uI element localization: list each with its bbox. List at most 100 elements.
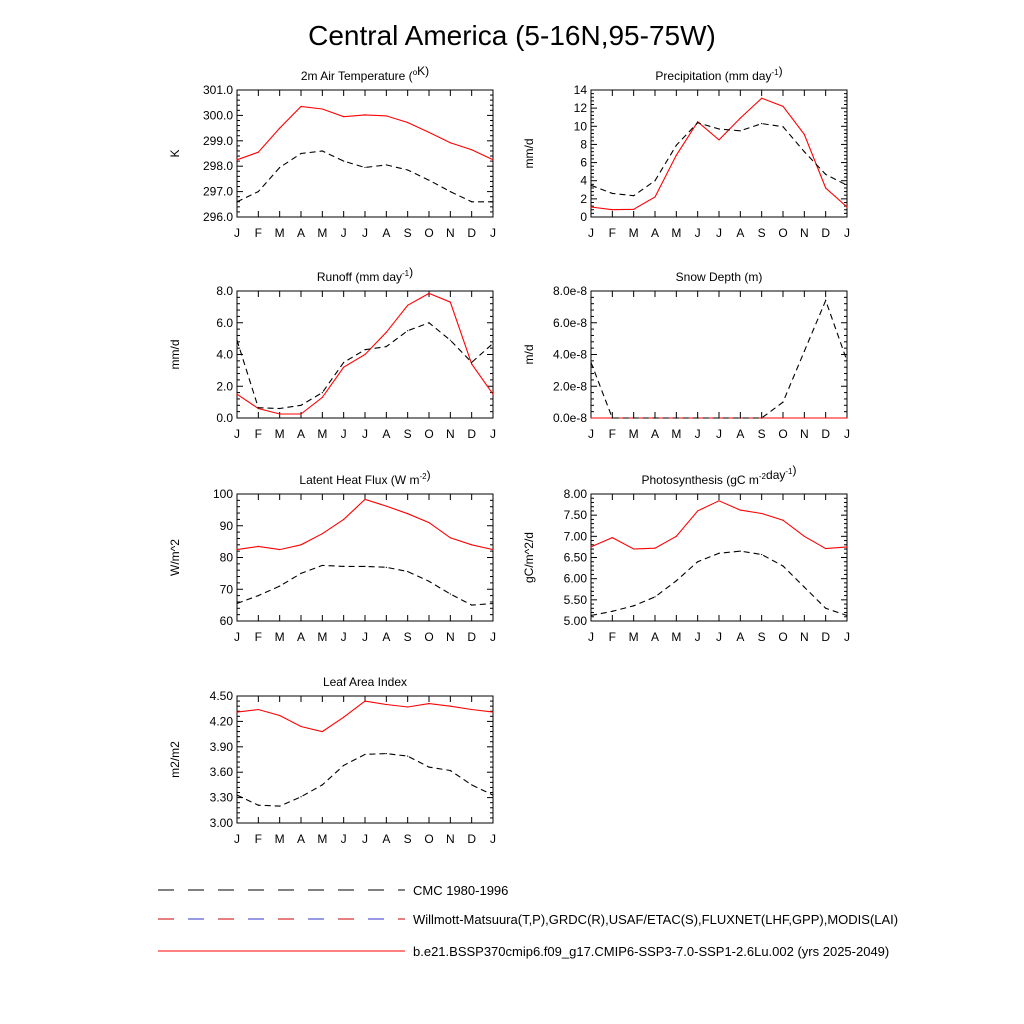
x-tick-label: S	[758, 630, 766, 644]
data-point	[385, 703, 387, 706]
data-point	[236, 711, 238, 713]
x-tick-label: A	[297, 832, 305, 846]
x-tick-label: D	[467, 427, 476, 441]
x-tick-label: F	[255, 832, 262, 846]
data-point	[428, 322, 430, 324]
y-tick-label: 90	[220, 519, 234, 533]
chart-title: Precipitation (mm day-1)	[655, 64, 782, 83]
y-tick-label: 8.0e-8	[553, 284, 587, 298]
x-tick-label: J	[695, 630, 701, 644]
data-point	[236, 159, 238, 161]
x-tick-label: F	[255, 630, 262, 644]
data-point	[739, 130, 741, 132]
data-point	[633, 208, 635, 210]
series-line-obs	[590, 298, 848, 419]
data-point	[343, 565, 345, 567]
data-point	[257, 804, 259, 806]
x-tick-label: J	[716, 427, 722, 441]
series-line-model	[590, 500, 848, 550]
title-superscript: -1	[785, 467, 793, 476]
x-tick-label: S	[404, 832, 412, 846]
data-point	[782, 417, 784, 419]
data-point	[321, 784, 323, 786]
data-point	[471, 363, 473, 365]
x-tick-label: N	[800, 226, 809, 240]
data-point	[471, 708, 473, 711]
x-tick-label: A	[736, 226, 744, 240]
y-tick-label: 3.60	[210, 765, 234, 779]
x-tick-label: J	[588, 630, 594, 644]
data-point	[611, 610, 613, 612]
x-tick-label: J	[695, 427, 701, 441]
data-point	[825, 417, 827, 419]
data-point	[236, 794, 238, 796]
data-point	[846, 546, 848, 548]
title-text: )	[779, 64, 783, 78]
y-tick-label: 299.0	[203, 134, 233, 148]
x-tick-label: O	[424, 427, 433, 441]
series-line-model	[236, 292, 494, 415]
y-tick-label: 12	[574, 101, 588, 115]
x-tick-label: J	[362, 832, 368, 846]
x-tick-label: A	[736, 630, 744, 644]
x-tick-label: M	[671, 630, 681, 644]
data-point	[321, 150, 323, 152]
data-point	[321, 392, 323, 394]
data-point	[321, 108, 323, 110]
chart-title: Photosynthesis (gC m-2day-1)	[642, 463, 797, 487]
y-tick-label: 296.0	[203, 210, 233, 224]
data-point	[257, 151, 259, 153]
x-tick-label: M	[671, 427, 681, 441]
x-tick-label: A	[382, 427, 390, 441]
x-tick-label: N	[446, 226, 455, 240]
data-point	[654, 596, 656, 598]
data-point	[321, 730, 323, 733]
y-axis-label: K	[168, 149, 182, 157]
x-tick-label: D	[821, 226, 830, 240]
data-point	[279, 714, 281, 717]
data-point	[236, 339, 238, 341]
data-point	[611, 192, 613, 195]
x-tick-label: J	[716, 226, 722, 240]
data-point	[492, 342, 494, 344]
data-point	[257, 191, 259, 193]
data-point	[846, 184, 848, 186]
x-tick-label: M	[275, 832, 285, 846]
y-tick-label: 70	[220, 582, 234, 596]
series-line-obs	[236, 150, 493, 203]
title-superscript: o	[413, 68, 418, 77]
x-tick-label: A	[382, 832, 390, 846]
y-tick-label: 298.0	[203, 159, 233, 173]
x-tick-label: J	[695, 226, 701, 240]
data-point	[633, 417, 635, 419]
x-tick-label: A	[651, 630, 659, 644]
data-point	[343, 366, 345, 368]
data-point	[492, 602, 494, 605]
x-tick-label: M	[629, 630, 639, 644]
x-tick-label: M	[317, 427, 327, 441]
x-tick-label: M	[629, 226, 639, 240]
data-point	[428, 580, 430, 582]
legend: CMC 1980-1996 Willmott-Matsuura(T,P),GRDC…	[158, 883, 898, 959]
x-tick-label: J	[490, 427, 496, 441]
data-point	[428, 131, 430, 134]
y-tick-label: 4.20	[210, 714, 234, 728]
data-point	[300, 105, 302, 108]
x-tick-label: J	[588, 226, 594, 240]
chart-panel-1: 2m Air Temperature (oK) K 296.0 297.0 298.0 2…	[168, 64, 496, 240]
data-point	[590, 206, 592, 208]
data-point	[633, 195, 635, 197]
x-tick-label: N	[800, 630, 809, 644]
data-point	[825, 607, 827, 609]
x-tick-label: N	[446, 630, 455, 644]
data-point	[825, 548, 827, 550]
y-tick-label: 3.90	[210, 740, 234, 754]
data-point	[761, 512, 763, 515]
data-point	[739, 117, 741, 119]
title-superscript: -2	[419, 472, 427, 481]
title-text: Photosynthesis (gC m	[642, 473, 759, 487]
data-point	[675, 580, 677, 582]
data-point	[428, 703, 430, 705]
title-text: Snow Depth (m)	[676, 270, 763, 284]
x-tick-label: M	[275, 226, 285, 240]
